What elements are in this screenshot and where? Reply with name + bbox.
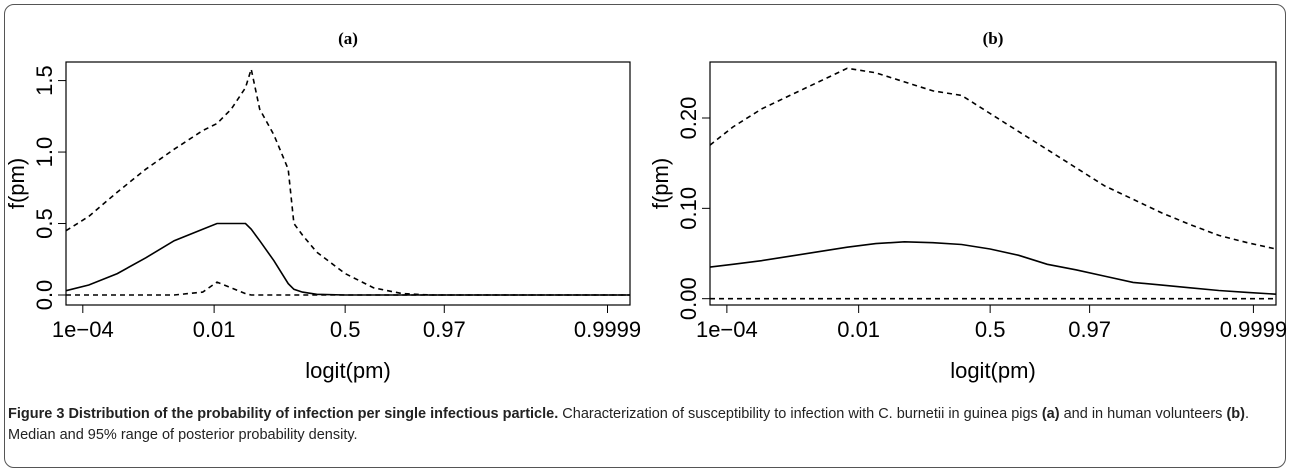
x-tick-label: 0.01 <box>193 317 236 342</box>
figure: (a) logit(pm) f(pm) 1e−04 0.01 0.5 0.97 0.9999 0… <box>4 29 1287 383</box>
plot-box <box>709 61 1277 306</box>
x-tick-label: 0.5 <box>330 317 361 342</box>
x-tick-label: 0.9999 <box>1220 317 1287 342</box>
caption-text: and in human volunteers <box>1059 406 1227 422</box>
caption-title: Distribution of the probability of infec… <box>68 406 559 422</box>
x-tick-label: 1e−04 <box>696 317 758 342</box>
series-line <box>709 240 1277 295</box>
y-tick-label: 1.5 <box>32 65 57 96</box>
series-line <box>66 281 630 296</box>
series-line <box>65 65 630 296</box>
y-axis-label: f(pm) <box>4 158 29 209</box>
x-tick-label: 0.97 <box>1068 317 1111 342</box>
y-tick-label: 0.20 <box>676 97 701 140</box>
caption-text: . Median and 95% range of posterior prob… <box>8 406 1249 443</box>
y-axis-label: f(pm) <box>648 158 673 209</box>
y-tick-label: 0.0 <box>32 280 57 311</box>
y-tick-label: 0.5 <box>32 208 57 239</box>
x-axis-label: logit(pm) <box>950 358 1036 383</box>
figure-frame <box>4 4 1286 468</box>
caption-label: Figure 3 <box>8 406 65 422</box>
chart-title: (b) <box>983 29 1004 48</box>
y-tick-label: 0.10 <box>676 187 701 230</box>
series-line <box>709 67 1277 250</box>
y-tick-label: 0.00 <box>676 277 701 320</box>
caption-text: Characterization of susceptibility to in… <box>562 406 1042 422</box>
x-tick-label: 0.97 <box>423 317 466 342</box>
x-tick-label: 0.01 <box>837 317 880 342</box>
x-axis-label: logit(pm) <box>305 358 391 383</box>
plot-box <box>65 61 631 306</box>
caption-ref: (b) <box>1226 406 1245 422</box>
y-tick-label: 1.0 <box>32 137 57 168</box>
caption: Figure 3 Distribution of the probability… <box>8 404 1278 446</box>
x-tick-label: 0.9999 <box>574 317 641 342</box>
series-line <box>65 222 630 296</box>
chart-title: (a) <box>338 29 358 48</box>
x-tick-label: 1e−04 <box>52 317 114 342</box>
caption-ref: (a) <box>1041 406 1060 422</box>
x-tick-label: 0.5 <box>975 317 1006 342</box>
